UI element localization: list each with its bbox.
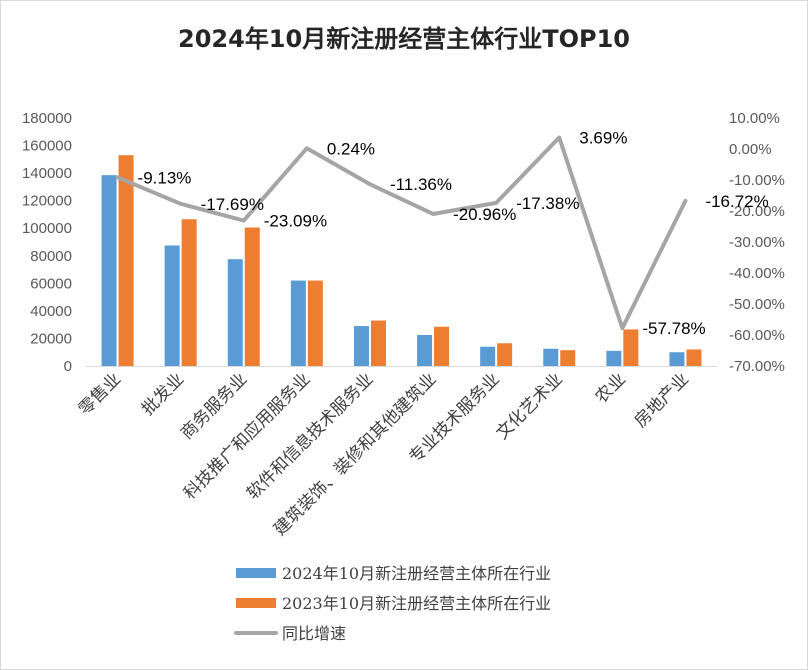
bar-2023	[434, 326, 450, 366]
y-left-tick-label: 60000	[30, 275, 72, 292]
growth-data-label: -23.09%	[264, 212, 327, 231]
y-right-tick-label: 0.00%	[729, 141, 772, 158]
growth-data-label: -17.38%	[516, 194, 579, 213]
y-right-tick-label: -40.00%	[729, 265, 785, 282]
growth-data-label: 0.24%	[327, 139, 375, 158]
bar-2023	[686, 349, 702, 366]
y-left-tick-label: 160000	[22, 138, 72, 155]
legend-label: 同比增速	[282, 624, 346, 643]
growth-data-label: -16.72%	[705, 192, 768, 211]
category-label: 软件和信息技术服务业	[243, 369, 377, 503]
bar-2024	[353, 326, 369, 366]
growth-data-label: -17.69%	[201, 195, 264, 214]
y-right-tick-label: -20.00%	[729, 203, 785, 220]
bar-2023	[118, 155, 134, 366]
bar-2024	[480, 346, 496, 366]
y-left-tick-label: 120000	[22, 193, 72, 210]
legend-swatch-2024	[236, 568, 276, 578]
legend-label: 2024年10月新注册经营主体所在行业	[282, 564, 551, 583]
bar-2024	[101, 175, 117, 366]
y-left-tick-label: 80000	[30, 248, 72, 265]
bar-2023	[623, 329, 639, 366]
y-right-tick-label: 10.00%	[729, 110, 780, 127]
growth-data-label: -20.96%	[453, 205, 516, 224]
bar-2023	[370, 320, 386, 366]
growth-data-label: -9.13%	[138, 168, 192, 187]
bar-2023	[560, 350, 576, 366]
y-left-tick-label: 40000	[30, 303, 72, 320]
growth-data-label: 3.69%	[579, 129, 627, 148]
chart-title: 2024年10月新注册经营主体行业TOP10	[178, 25, 630, 53]
y-left-tick-label: 20000	[30, 330, 72, 347]
bar-2024	[606, 350, 622, 366]
category-label: 批发业	[138, 369, 188, 419]
category-label: 农业	[592, 369, 630, 407]
bar-2023	[244, 227, 260, 366]
y-left-tick-label: 100000	[22, 220, 72, 237]
growth-data-label: -11.36%	[390, 175, 452, 194]
y-left-tick-label: 180000	[22, 110, 72, 127]
bar-2024	[669, 352, 685, 366]
growth-rate-line	[115, 135, 688, 331]
category-label: 房地产业	[631, 369, 693, 431]
growth-data-label: -57.78%	[642, 319, 705, 338]
y-left-tick-label: 140000	[22, 165, 72, 182]
legend-label: 2023年10月新注册经营主体所在行业	[282, 594, 551, 613]
bar-2023	[497, 343, 513, 366]
bar-2023	[181, 219, 197, 366]
bar-2024	[290, 280, 306, 366]
y-right-tick-label: -60.00%	[729, 327, 785, 344]
y-right-tick-label: -70.00%	[729, 358, 785, 375]
y-left-tick-label: 0	[64, 358, 72, 375]
bar-2024	[543, 348, 559, 366]
category-label: 文化艺术业	[493, 369, 567, 443]
bar-2024	[417, 335, 433, 366]
bar-2023	[307, 280, 323, 366]
category-label: 科技推广和应用服务业	[180, 369, 314, 503]
y-right-tick-label: -30.00%	[729, 234, 785, 251]
y-right-tick-label: -10.00%	[729, 172, 785, 189]
legend-swatch-2023	[236, 598, 276, 608]
y-right-tick-label: -50.00%	[729, 296, 785, 313]
bar-2024	[164, 245, 180, 366]
bar-2024	[227, 259, 243, 366]
category-label: 零售业	[75, 369, 125, 419]
